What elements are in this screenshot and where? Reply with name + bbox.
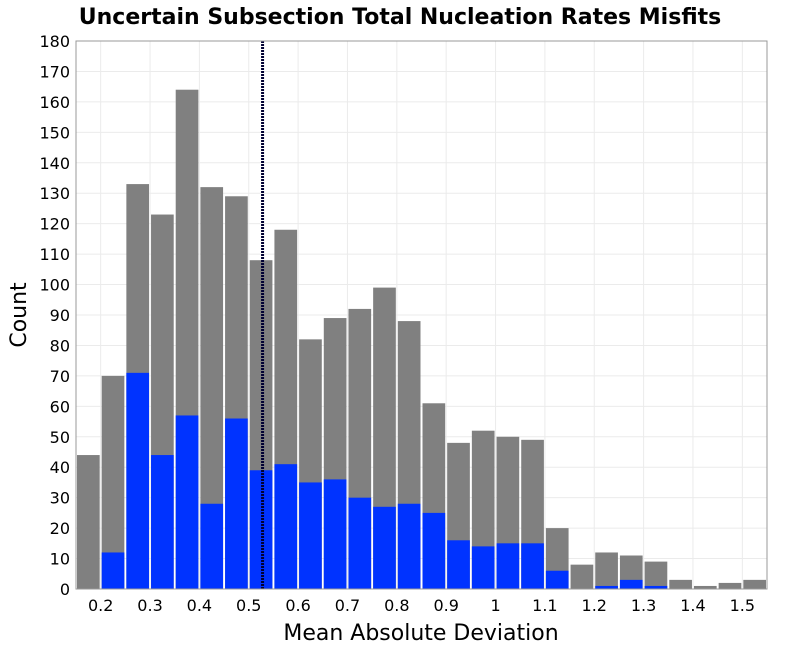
x-tick-label: 0.5 [236,596,261,615]
chart-title: Uncertain Subsection Total Nucleation Ra… [79,5,721,30]
y-tick-label: 80 [50,336,70,355]
bar-subset [225,418,248,589]
x-tick-label: 0.9 [433,596,458,615]
bar-total [570,564,594,589]
bar-total [644,561,668,589]
bar-subset [397,503,421,589]
bar-subset [422,512,446,589]
bar-subset [471,546,495,589]
y-tick-label: 130 [39,184,70,203]
y-tick-label: 120 [39,215,70,234]
x-tick-label: 1.5 [730,596,755,615]
x-axis-ticks: 0.2 0.3 0.4 0.5 0.6 0.7 0.8 0.9 1 1.1 1.2 1.3 1.4 1.5 [88,596,755,615]
x-tick-label: 0.2 [88,596,113,615]
bar-subset [348,497,372,589]
bar-subset [249,470,273,589]
y-tick-label: 40 [50,458,70,477]
bar-subset [545,570,569,589]
y-tick-label: 150 [39,123,70,142]
y-tick-label: 140 [39,154,70,173]
y-tick-label: 70 [50,367,70,386]
y-tick-label: 20 [50,519,70,538]
bar-subset [496,543,520,589]
bar-total [101,375,125,589]
bar-total [77,455,100,589]
bar-subset [447,540,470,589]
bar-subset [299,482,322,589]
y-tick-label: 30 [50,489,70,508]
bar-total [693,585,717,589]
bar-subset [373,506,396,589]
y-axis-ticks: 0 10 20 30 40 50 60 70 80 90 100 110 120 130 140 150 160… [39,32,70,599]
x-axis-label: Mean Absolute Deviation [283,621,558,646]
bar-total [718,582,742,589]
x-tick-label: 1.2 [582,596,607,615]
x-tick-label: 1.1 [532,596,557,615]
bar-subset [151,455,174,589]
y-tick-label: 10 [50,550,70,569]
bar-subset [126,372,150,589]
x-tick-label: 1.4 [680,596,705,615]
bar-subset [619,579,643,589]
x-tick-label: 1 [490,596,500,615]
plot-frame [75,40,768,590]
bar-total [669,579,692,589]
y-tick-label: 60 [50,397,70,416]
x-tick-label: 0.8 [384,596,409,615]
bar-total [743,579,766,589]
y-axis-label: Count [7,282,32,348]
bar-subset [274,464,298,589]
bar-subset [101,552,125,589]
bar-subset [595,585,618,589]
bar-subset [521,543,544,589]
x-tick-label: 1.3 [631,596,656,615]
bar-subset [644,585,668,589]
y-tick-label: 90 [50,306,70,325]
y-tick-label: 50 [50,428,70,447]
x-tick-label: 0.3 [137,596,162,615]
y-tick-label: 180 [39,32,70,51]
y-tick-label: 110 [39,245,70,264]
x-tick-label: 0.6 [285,596,310,615]
y-tick-label: 160 [39,93,70,112]
x-tick-label: 0.7 [335,596,360,615]
y-tick-label: 100 [39,276,70,295]
bar-subset [175,415,199,589]
y-tick-label: 170 [39,62,70,81]
bar-total [200,187,224,589]
y-tick-label: 0 [60,580,70,599]
bar-subset [323,479,347,589]
bars [77,89,766,590]
bar-subset [200,503,224,589]
x-tick-label: 0.4 [187,596,212,615]
bar-total [595,552,618,589]
